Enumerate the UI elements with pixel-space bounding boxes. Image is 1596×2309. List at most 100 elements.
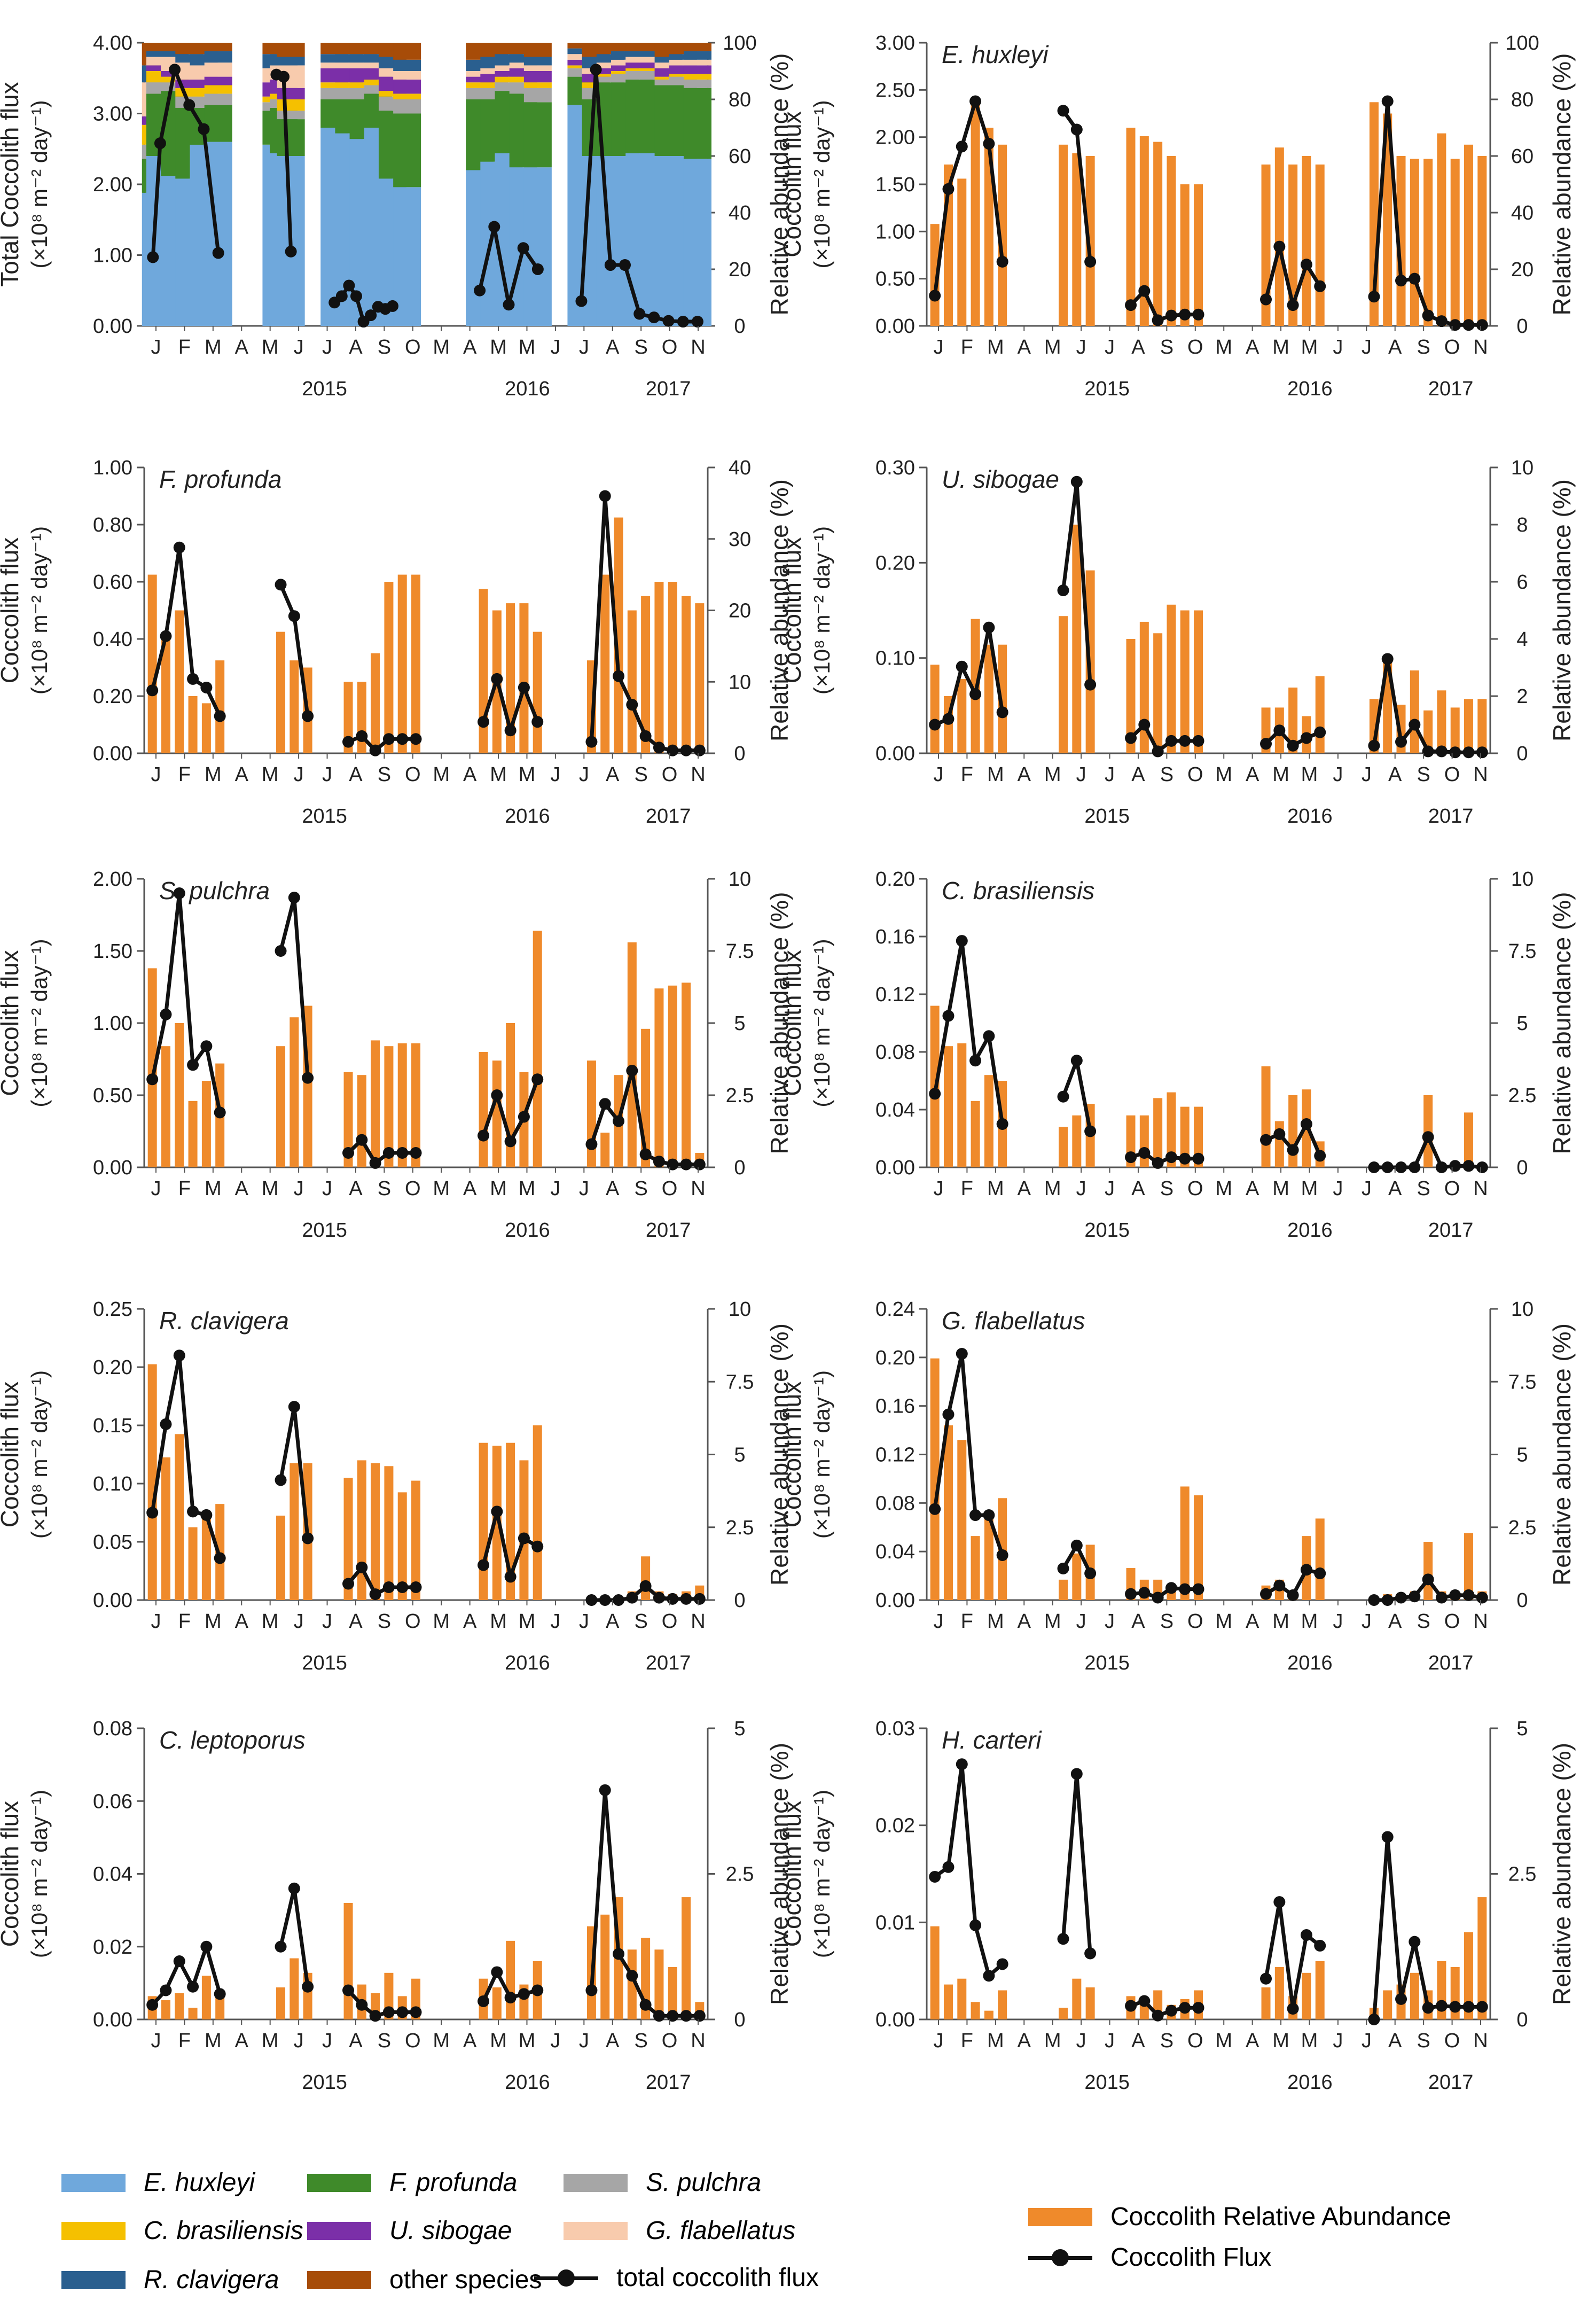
flux-point xyxy=(396,2006,409,2018)
flux-point xyxy=(214,1552,226,1564)
legend-item-coccolith-flux: Coccolith Flux xyxy=(1028,2243,1271,2272)
stack-segment-usib xyxy=(495,71,523,77)
month-label: J xyxy=(934,2030,944,2052)
y2-tick-label: 100 xyxy=(1505,32,1539,54)
month-label: J xyxy=(1105,1610,1115,1633)
abundance-bar xyxy=(1477,699,1487,753)
flux-point xyxy=(146,1507,159,1519)
legend-item-cbra: C. brasiliensis xyxy=(61,2216,303,2245)
panel-f-profunda: 0.00 0.20 0.40 0.60 0.80 1.00 0 10 20 30 40 Coccoli… xyxy=(0,457,793,828)
flux-point xyxy=(1057,1090,1069,1103)
year-label: 2017 xyxy=(646,378,691,400)
legend-label-ehux: E. huxleyi xyxy=(144,2168,255,2197)
y2-axis-label: Relative abundance (%) xyxy=(1548,479,1576,742)
abundance-bar xyxy=(1167,604,1176,753)
flux-point xyxy=(1179,2002,1191,2014)
abundance-bar xyxy=(357,1460,366,1600)
month-label: M xyxy=(1215,1177,1232,1200)
flux-point xyxy=(517,242,529,254)
month-label: M xyxy=(1272,2030,1289,2052)
y-tick-label: 0.04 xyxy=(93,1863,132,1886)
year-label: 2015 xyxy=(302,1652,347,1674)
flux-point xyxy=(342,1578,355,1590)
flux-point xyxy=(350,290,362,302)
flux-point xyxy=(187,1059,199,1071)
month-label: A xyxy=(1246,1177,1259,1200)
month-label: J xyxy=(1076,1177,1086,1200)
month-label: J xyxy=(1076,1610,1086,1633)
month-label: J xyxy=(1333,763,1343,786)
flux-point xyxy=(1273,724,1286,737)
flux-point xyxy=(396,733,409,745)
flux-point xyxy=(200,681,213,693)
abundance-bar xyxy=(290,660,299,753)
month-label: N xyxy=(1473,336,1488,358)
abundance-bar xyxy=(1288,687,1298,753)
y2-tick-label: 0 xyxy=(734,743,745,765)
panel-u-sibogae: 0.00 0.10 0.20 0.30 0 2 4 6 8 10 Coccolith flux (×1… xyxy=(778,457,1576,828)
flux-point xyxy=(288,1401,300,1413)
abundance-bar xyxy=(1059,2008,1068,2019)
flux-point xyxy=(1138,719,1151,731)
y2-tick-label: 0 xyxy=(1516,1589,1528,1612)
month-label: J xyxy=(579,763,589,786)
flux-point xyxy=(478,1129,490,1142)
year-label: 2017 xyxy=(1428,805,1474,828)
flux-point xyxy=(680,744,692,756)
flux-point xyxy=(1084,1567,1097,1580)
month-label: O xyxy=(1444,1610,1460,1633)
flux-point xyxy=(969,688,982,700)
flux-line xyxy=(150,1353,222,1559)
flux-point xyxy=(1260,293,1272,306)
panel-e-huxleyi: 0.00 0.50 1.00 1.50 2.00 2.50 3.00 0 20 40 60 80 100… xyxy=(778,32,1576,400)
month-label: F xyxy=(178,1177,191,1200)
abundance-bar xyxy=(1410,159,1419,326)
abundance-bar xyxy=(519,603,529,753)
flux-point xyxy=(619,259,631,271)
y-axis-label-units: (×10⁸ m⁻² day⁻¹) xyxy=(809,939,834,1107)
abundance-bar xyxy=(654,988,664,1167)
y2-axis-label: Relative abundance (%) xyxy=(765,1743,793,2005)
month-label: M xyxy=(262,336,279,358)
flux-point xyxy=(956,1758,968,1770)
month-label: F xyxy=(178,763,191,786)
flux-point xyxy=(356,730,368,742)
stack-segment-spul xyxy=(596,76,624,83)
abundance-bar xyxy=(668,582,677,753)
abundance-bar xyxy=(371,1463,380,1600)
abundance-bar xyxy=(654,582,664,753)
flux-point xyxy=(396,1147,409,1159)
month-label: M xyxy=(205,763,222,786)
abundance-bar xyxy=(1194,1495,1203,1600)
month-label: A xyxy=(235,763,249,786)
abundance-bar xyxy=(1180,610,1190,753)
stack-segment-cbra xyxy=(611,71,639,74)
flux-point xyxy=(1381,1831,1394,1843)
y-tick-label: 4.00 xyxy=(93,32,132,54)
month-label: A xyxy=(349,2030,363,2052)
flux-point xyxy=(983,138,995,150)
flux-point xyxy=(929,1870,941,1883)
flux-point xyxy=(369,744,381,756)
abundance-bar xyxy=(161,639,170,753)
month-label: M xyxy=(1044,1610,1061,1633)
month-label: J xyxy=(294,1610,304,1633)
abundance-bar xyxy=(411,1043,421,1167)
abundance-bar xyxy=(161,2000,170,2019)
y-tick-label: 2.00 xyxy=(93,174,132,196)
month-label: A xyxy=(1388,2030,1402,2052)
stack-segment-cbra xyxy=(640,68,668,71)
y-tick-label: 2.00 xyxy=(875,127,915,149)
flux-point xyxy=(1165,1151,1177,1164)
stack-segment-fprof xyxy=(277,119,305,156)
month-label: O xyxy=(662,763,678,786)
flux-point xyxy=(1462,319,1475,331)
stack-segment-gfla xyxy=(466,71,494,77)
stack-segment-fprof xyxy=(393,113,421,188)
month-label: S xyxy=(378,1177,391,1200)
y-tick-label: 0.12 xyxy=(875,1444,915,1466)
stack-segment-rcla xyxy=(523,57,552,66)
y-tick-label: 0.80 xyxy=(93,514,132,536)
flux-point xyxy=(1138,1587,1151,1599)
abundance-bar xyxy=(1437,133,1446,326)
